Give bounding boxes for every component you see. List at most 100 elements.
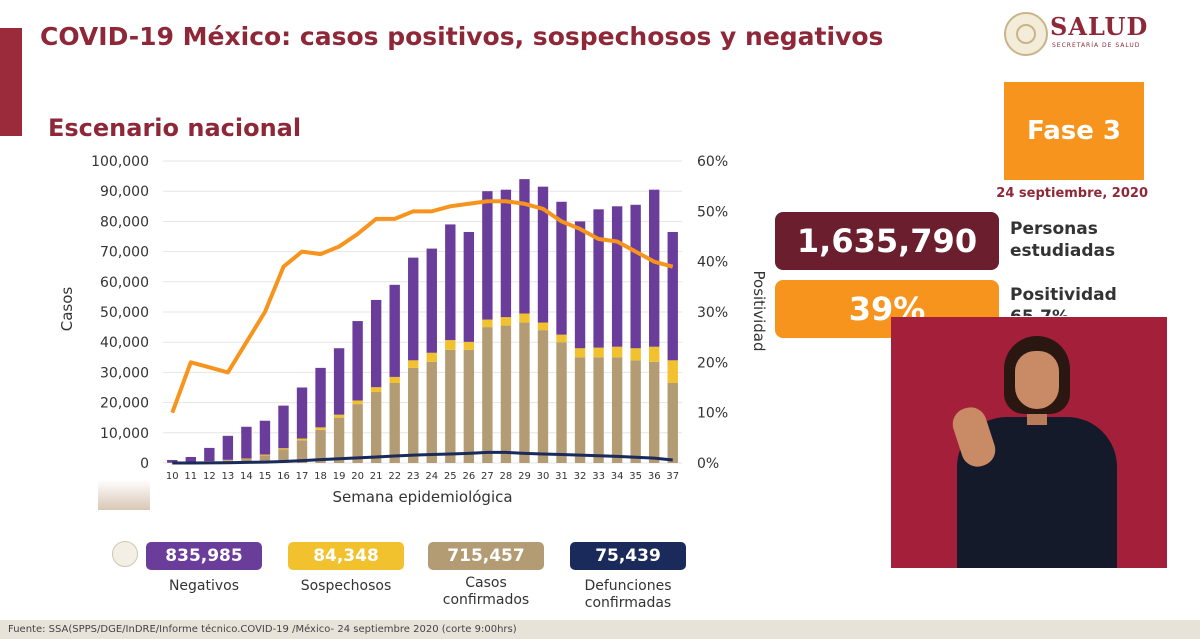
bar-suspected [315,427,326,430]
y-tick-label: 70,000 [100,245,149,261]
x-tick-label: 35 [629,471,642,482]
bar-confirmed [408,367,419,463]
bar-confirmed [278,449,289,463]
bar-confirmed [463,349,475,463]
deaths-label-line-1: Defunciones [584,578,672,594]
bar-negative [222,435,234,460]
interpreter-face [1015,351,1059,409]
bar-negative [574,221,586,349]
bar-suspected [537,322,549,331]
x-tick-label: 17 [296,471,309,482]
bar-suspected [296,438,308,441]
positivity-label: Positividad 65.7% [1010,284,1117,316]
y2-tick-label: 50% [697,204,728,220]
y-tick-label: 100,000 [91,154,149,170]
bar-negative [426,248,437,353]
bar-negative [389,284,400,377]
bar-confirmed [482,327,493,463]
bar-confirmed [315,429,326,463]
bar-negative [333,348,345,415]
x-tick-label: 28 [500,471,513,482]
x-tick-label: 34 [611,471,624,482]
y-axis-title: Casos [58,287,76,332]
y2-tick-label: 60% [697,154,728,170]
bar-negative [370,299,382,388]
y2-tick-label: 40% [697,255,728,271]
suspected-value: 84,348 [288,542,404,570]
bar-negative [482,191,493,320]
bar-confirmed [333,417,345,463]
bar-suspected [500,317,512,326]
y-tick-label: 40,000 [100,335,149,351]
bar-negative [519,179,530,314]
logo-subtext: SECRETARÍA DE SALUD [1052,42,1141,49]
bar-suspected [259,454,271,456]
x-tick-label: 30 [537,471,550,482]
positivity-line [170,199,674,414]
phase-badge: Fase 3 [1004,82,1144,180]
bar-negative [352,321,363,401]
bar-confirmed [667,382,678,463]
bar-confirmed [500,325,512,463]
x-tick-label: 20 [351,471,364,482]
x-tick-label: 26 [462,471,475,482]
bar-negative [593,209,604,348]
y-tick-label: 50,000 [100,305,149,321]
x-tick-label: 33 [592,471,605,482]
bar-negative [259,420,271,455]
x-tick-label: 24 [425,471,438,482]
negatives-value: 835,985 [146,542,262,570]
bar-negative [204,447,215,462]
bar-suspected [611,346,623,358]
bar-negative [649,189,660,347]
x-tick-label: 21 [370,471,383,482]
salud-logo: SALUD SECRETARÍA DE SALUD [1004,8,1154,58]
x-tick-label: 10 [166,471,179,482]
x-tick-label: 27 [481,471,494,482]
bar-confirmed [259,455,271,463]
x-tick-label: 22 [388,471,401,482]
small-seal-icon [112,541,138,567]
title-accent-bar [0,28,22,136]
y2-tick-label: 0% [697,456,719,472]
bar-suspected [649,346,660,362]
x-tick-label: 37 [666,471,679,482]
bar-suspected [445,340,456,350]
bar-suspected [241,458,252,460]
x-tick-label: 36 [648,471,661,482]
bar-confirmed [352,404,363,463]
bar-negative [556,201,567,335]
sign-language-interpreter-video [891,317,1167,568]
confirmed-label-line-1: Casos [465,575,507,591]
bar-suspected [593,347,604,358]
bar-negative [241,426,252,459]
bar-suspected [426,352,437,362]
bar-negative [296,387,308,439]
bar-confirmed [519,322,530,463]
confirmed-label: Casos confirmados [416,575,556,609]
bar-suspected [630,348,641,361]
y2-axis-title: Positividad [750,271,768,352]
bar-negative [463,231,475,342]
negatives-label: Negativos [134,578,274,595]
bar-confirmed [593,357,604,463]
deaths-label-line-2: confirmadas [584,595,672,611]
persons-studied-label: Personas estudiadas [1010,218,1115,262]
bar-negative [500,189,512,318]
bar-suspected [574,348,586,358]
bar-suspected [352,400,363,405]
x-tick-label: 29 [518,471,531,482]
bar-confirmed [556,342,567,463]
bar-confirmed [426,361,437,463]
deaths-value: 75,439 [570,542,686,570]
y-tick-label: 60,000 [100,275,149,291]
bar-suspected [408,360,419,368]
y-tick-label: 0 [140,456,149,472]
bar-negative [278,405,289,449]
bar-confirmed [445,349,456,463]
positivity-label-line-2: 65.7% [1010,306,1117,316]
bar-confirmed [630,360,641,463]
x-tick-label: 15 [259,471,272,482]
page-title: COVID-19 México: casos positivos, sospec… [40,22,884,51]
bar-negative [445,224,456,341]
